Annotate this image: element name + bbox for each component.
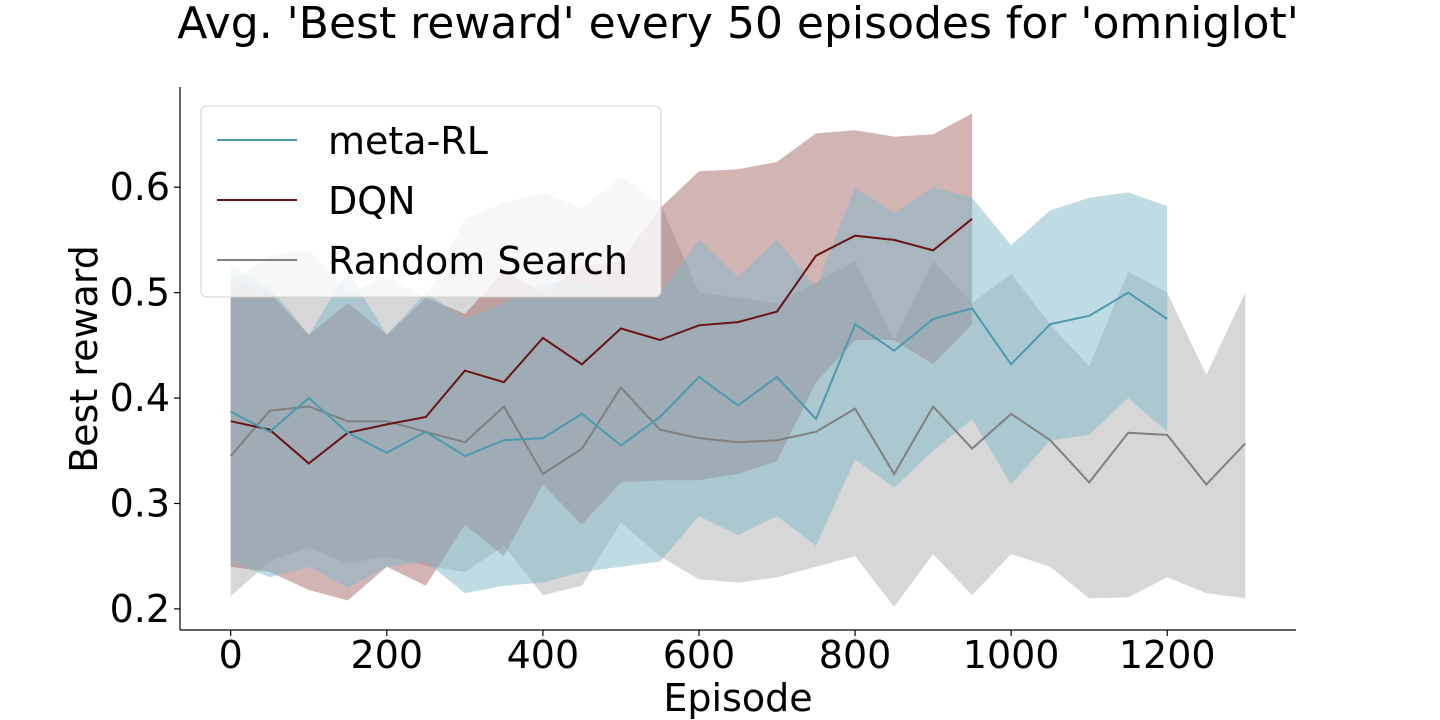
y-tick-label: 0.6 [110,165,170,209]
y-axis-label: Best reward [62,245,106,473]
legend: meta-RL DQN Random Search [200,105,662,298]
x-tick-label: 800 [819,633,892,677]
series-lines [229,218,1247,487]
x-tick-label: 400 [507,633,580,677]
line-meta-rl [230,291,1168,458]
legend-label-meta-rl: meta-RL [328,119,488,163]
y-tick-label: 0.2 [110,587,170,631]
x-tick-label: 1200 [1119,633,1216,677]
legend-box [200,105,662,298]
x-axis-label: Episode [663,676,812,720]
x-ticks: 0 200 400 600 800 1000 1200 [219,630,1216,677]
line-random-search [229,385,1247,487]
chart-title: Avg. 'Best reward' every 50 episodes for… [177,0,1299,49]
x-tick-label: 1000 [963,633,1060,677]
y-tick-label: 0.5 [110,271,170,315]
band-meta-rl [230,187,1168,594]
legend-label-dqn: DQN [328,179,416,223]
line-dqn [230,218,973,465]
y-ticks: 0.2 0.3 0.4 0.5 0.6 [110,165,180,631]
axes [179,87,1296,631]
x-tick-label: 600 [663,633,736,677]
legend-label-random-search: Random Search [328,239,628,283]
y-tick-label: 0.3 [110,481,170,525]
x-tick-label: 0 [219,633,243,677]
y-tick-label: 0.4 [110,376,170,420]
x-tick-label: 200 [351,633,424,677]
